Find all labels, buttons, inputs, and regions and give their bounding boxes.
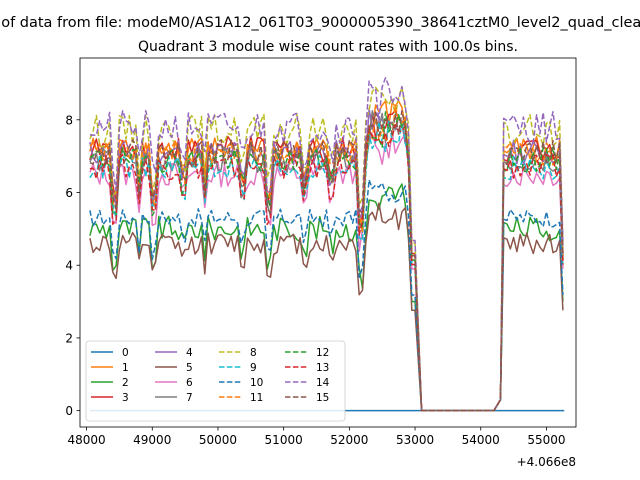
legend-frame	[85, 340, 346, 422]
legend-label-5: 5	[186, 362, 193, 374]
y-tick-label: 8	[65, 113, 73, 127]
legend-label-4: 4	[186, 347, 193, 359]
y-tick-label: 0	[65, 404, 73, 418]
legend-label-0: 0	[122, 347, 129, 359]
legend-label-8: 8	[250, 347, 257, 359]
legend-label-1: 1	[122, 362, 129, 374]
x-tick-label: 55000	[527, 433, 565, 447]
y-tick-label: 2	[65, 331, 73, 345]
figure-suptitle: Plots of data from file: modeM0/AS1A12_0…	[0, 15, 640, 31]
x-tick-label: 50000	[199, 433, 237, 447]
legend-label-12: 12	[316, 347, 329, 359]
series-lines	[89, 77, 565, 412]
legend-label-9: 9	[250, 362, 257, 374]
legend-label-11: 11	[250, 392, 263, 404]
x-tick-label: 48000	[67, 433, 105, 447]
axes-frame	[79, 57, 577, 428]
y-tick-label: 4	[65, 259, 73, 273]
x-tick-label: 53000	[396, 433, 434, 447]
series-line-15	[89, 110, 564, 412]
legend-label-14: 14	[316, 377, 330, 389]
y-tick-label: 6	[65, 186, 73, 200]
chart-title: Quadrant 3 module wise count rates with …	[138, 39, 518, 55]
x-tick-label: 52000	[330, 433, 368, 447]
plot-area: 48000 49000 50000 51000 52000 53000 54000 55000…	[65, 57, 577, 447]
legend-label-13: 13	[316, 362, 329, 374]
legend-label-2: 2	[122, 377, 129, 389]
legend-label-6: 6	[186, 377, 193, 389]
legend-label-3: 3	[122, 392, 129, 404]
legend-label-15: 15	[316, 392, 329, 404]
x-tick-label: 51000	[265, 433, 303, 447]
legend-label-7: 7	[186, 392, 193, 404]
x-tick-label: 49000	[133, 433, 171, 447]
x-tick-label: 54000	[462, 433, 500, 447]
legend-label-10: 10	[250, 377, 263, 389]
x-offset-text: +4.066e8	[517, 455, 576, 469]
